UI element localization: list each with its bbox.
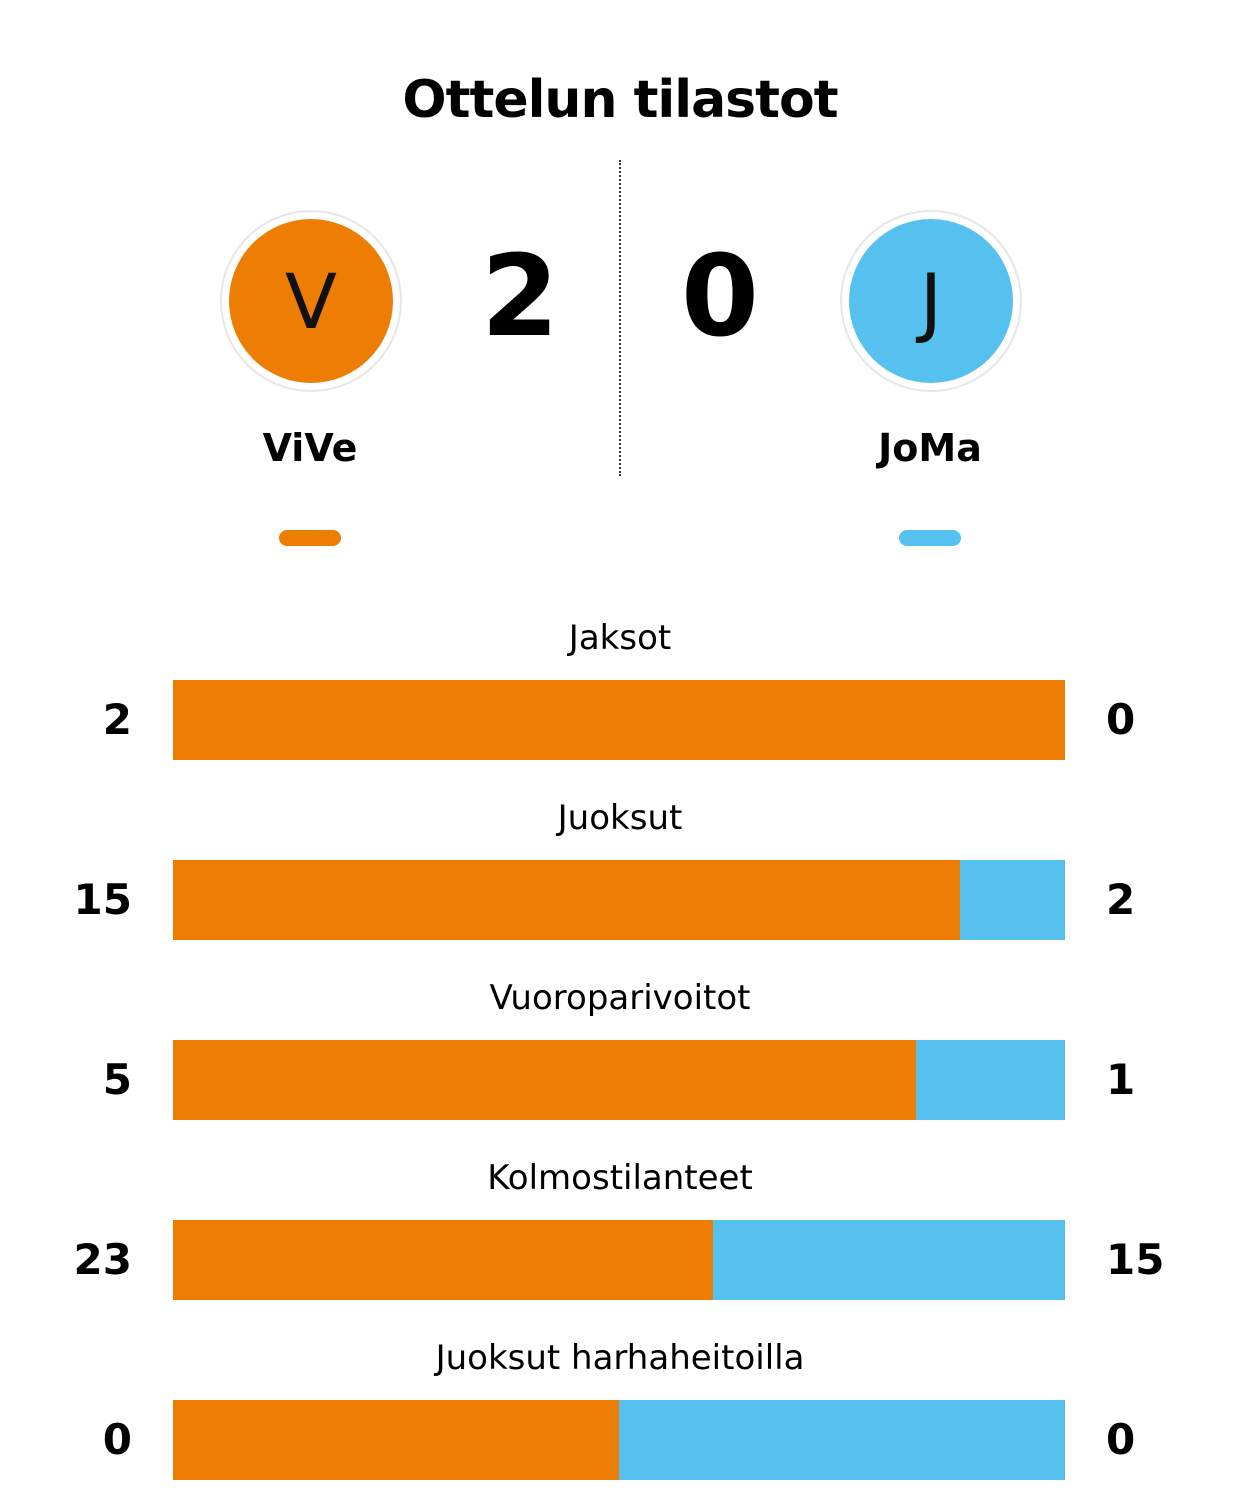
stat-label: Jaksot	[568, 618, 672, 658]
home-stat-value: 15	[73, 875, 132, 924]
away-score: 0	[681, 232, 759, 362]
home-bar-segment	[173, 860, 960, 940]
home-legend-swatch	[279, 530, 341, 546]
home-stat-value: 0	[102, 1415, 132, 1464]
score-divider	[619, 160, 621, 476]
away-stat-value: 2	[1106, 875, 1136, 924]
away-bar-segment	[619, 1400, 1065, 1480]
stat-bar	[173, 1040, 1065, 1120]
away-team-logo: J	[840, 210, 1022, 392]
away-team-name: JoMa	[878, 426, 982, 470]
stat-label: Kolmostilanteet	[487, 1158, 753, 1198]
home-stat-value: 5	[102, 1055, 132, 1104]
home-stat-value: 23	[73, 1235, 132, 1284]
stat-bar	[173, 680, 1065, 760]
home-stat-value: 2	[102, 695, 132, 744]
home-bar-segment	[173, 1040, 916, 1120]
away-stat-value: 15	[1106, 1235, 1165, 1284]
home-team-name: ViVe	[262, 426, 358, 470]
chart-title: Ottelun tilastot	[402, 70, 838, 130]
stat-label: Juoksut	[557, 798, 683, 838]
home-bar-segment	[173, 1400, 619, 1480]
stat-label: Vuoroparivoitot	[489, 978, 751, 1018]
away-bar-segment	[916, 1040, 1065, 1120]
stat-label: Juoksut harhaheitoilla	[435, 1338, 805, 1378]
home-team-logo: V	[220, 210, 402, 392]
home-score: 2	[481, 232, 559, 362]
home-team-badge: V	[229, 219, 393, 383]
home-bar-segment	[173, 1220, 713, 1300]
away-stat-value: 0	[1106, 1415, 1136, 1464]
home-bar-segment	[173, 680, 1065, 760]
away-legend-swatch	[899, 530, 961, 546]
away-stat-value: 0	[1106, 695, 1136, 744]
away-bar-segment	[713, 1220, 1065, 1300]
stat-bar	[173, 860, 1065, 940]
away-stat-value: 1	[1106, 1055, 1136, 1104]
away-team-badge: J	[849, 219, 1013, 383]
away-bar-segment	[960, 860, 1065, 940]
stat-bar	[173, 1220, 1065, 1300]
stat-bar	[173, 1400, 1065, 1480]
